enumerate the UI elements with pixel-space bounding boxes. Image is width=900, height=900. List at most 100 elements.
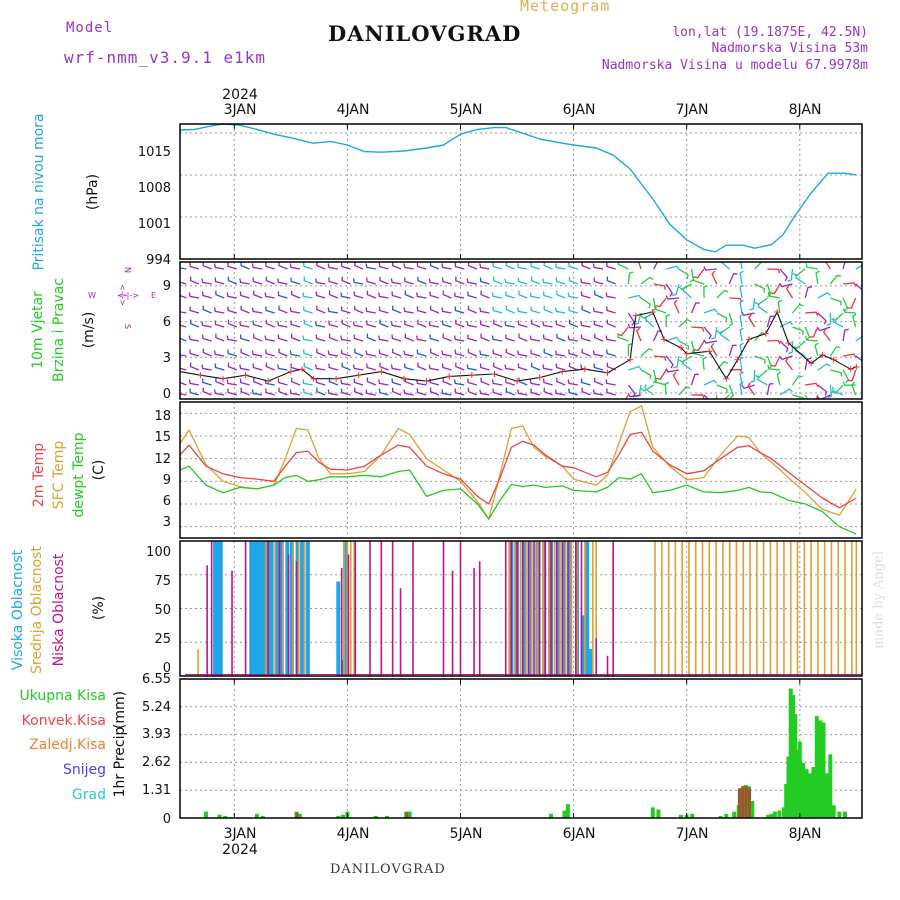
wind-barb: [327, 263, 339, 270]
wind-barb: [644, 384, 655, 396]
cloud-axis-title-low: Niska Oblacnost: [51, 553, 67, 666]
wind-barb: [390, 278, 402, 285]
wind-barb: [479, 320, 490, 328]
wind-barb: [315, 378, 326, 386]
wind-barb: [809, 326, 819, 338]
wind-barb: [787, 268, 794, 282]
wind-barb: [366, 363, 376, 371]
high-cloud-bar: [585, 541, 590, 676]
wind-barb: [747, 382, 756, 396]
wind-barb: [390, 321, 402, 328]
wind-barb: [188, 335, 200, 342]
wind-barb: [805, 382, 819, 388]
wind-barb: [729, 368, 743, 374]
wind-barb: [277, 291, 288, 299]
wind-barb: [466, 321, 477, 328]
wind-barb: [416, 262, 427, 270]
wind-barb: [530, 388, 541, 396]
wind-barb: [314, 364, 326, 371]
wind-barb: [479, 307, 490, 314]
wind-barb: [227, 349, 237, 357]
wind-barb: [517, 320, 528, 328]
temp-axis-title-sfc: SFC Temp: [51, 441, 67, 510]
total-precip-bar: [223, 815, 228, 818]
wind-barb: [265, 388, 275, 396]
wind-barb: [593, 320, 604, 328]
total-precip-bar: [797, 741, 802, 818]
wind-gust-marker: [604, 369, 611, 376]
wind-barb: [817, 312, 827, 325]
high-cloud-bar: [562, 541, 567, 676]
wind-barb: [391, 334, 402, 342]
total-precip-bar: [814, 716, 819, 818]
wind-barb: [567, 292, 578, 299]
wind-barb: [581, 387, 591, 396]
wind-barb: [794, 346, 806, 357]
precip-ytick: 1.31: [142, 783, 171, 798]
wind-barb: [504, 364, 515, 371]
wind-barb: [665, 355, 674, 369]
wind-barb: [805, 311, 819, 317]
wind-barb: [239, 291, 250, 299]
wind-barb: [728, 273, 738, 285]
cloud-ytick: 0: [163, 661, 171, 676]
wind-barb: [315, 291, 326, 299]
compass-south: S: [123, 324, 132, 329]
wind-barb: [855, 264, 862, 270]
wind-barb: [855, 355, 862, 362]
wind-barb: [180, 354, 187, 357]
wind-barb: [739, 299, 744, 314]
wind-barb: [466, 278, 477, 285]
wind-barb: [655, 305, 667, 314]
wind-barb: [442, 290, 452, 299]
wind-barb: [792, 326, 804, 335]
wind-barb: [665, 336, 680, 342]
wind-barb: [302, 379, 313, 386]
wind-barb: [340, 349, 351, 357]
wind-barb: [842, 308, 856, 314]
wind-barb: [830, 369, 843, 377]
wind-barb: [316, 348, 326, 357]
wind-barb: [592, 307, 604, 314]
wind-barb: [251, 350, 263, 357]
wind-barb: [640, 369, 652, 380]
wind-barb: [665, 295, 679, 300]
wind-gust-marker: [745, 336, 752, 343]
wind-barb: [454, 306, 465, 314]
wind-barb: [617, 326, 629, 337]
wind-barb: [480, 290, 490, 299]
wind-barb: [817, 363, 831, 371]
wind-barb: [201, 278, 212, 285]
wind-barb: [467, 305, 478, 314]
wind-gust-marker: [310, 375, 317, 382]
wind-barb: [467, 378, 477, 386]
wind-gust-marker: [265, 378, 272, 385]
compass-axis: <-|->: [118, 284, 127, 306]
wind-barb: [716, 289, 729, 299]
wind-barb: [581, 262, 591, 270]
wind-barb: [568, 276, 579, 285]
wind-barb: [505, 262, 515, 270]
wind-barb: [754, 283, 766, 293]
wind-barb: [703, 339, 717, 344]
wind-barb: [180, 294, 187, 299]
wind-barb: [455, 362, 465, 371]
wind-barb: [180, 337, 187, 342]
wind-barb: [302, 262, 313, 270]
wind-barb: [453, 335, 465, 342]
wind-barb: [215, 333, 225, 342]
wind-barb: [788, 340, 794, 355]
wind-barb: [678, 340, 690, 351]
wind-barb: [795, 273, 806, 285]
wind-barb: [442, 377, 452, 386]
wind-barb: [251, 263, 263, 270]
wind-barb: [554, 307, 566, 314]
wind-barb: [785, 357, 794, 371]
pressure-axis-title: Pritisak na nivou mora: [31, 113, 47, 270]
high-cloud-bar: [305, 541, 310, 676]
wind-barb: [792, 394, 804, 399]
wind-barb: [328, 277, 339, 285]
wind-barb: [366, 290, 377, 299]
wind-barb: [213, 263, 225, 270]
total-precip-bar: [791, 694, 795, 818]
